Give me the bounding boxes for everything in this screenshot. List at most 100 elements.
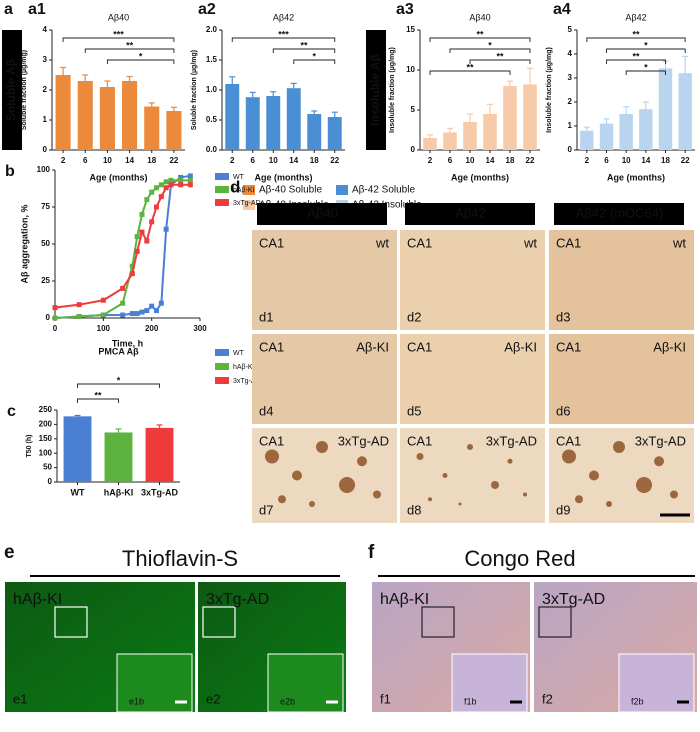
data-point bbox=[139, 309, 145, 315]
data-point bbox=[154, 185, 159, 191]
data-point bbox=[134, 311, 140, 317]
data-point bbox=[158, 194, 164, 200]
significance-bracket bbox=[586, 37, 686, 42]
x-tick-label: 10 bbox=[622, 156, 631, 165]
column-header: Aβ42 bbox=[455, 205, 486, 220]
data-point bbox=[149, 219, 155, 225]
plaque bbox=[613, 441, 625, 453]
x-tick-label: 100 bbox=[97, 324, 111, 333]
x-tick-label: 6 bbox=[83, 156, 88, 165]
y-tick-label: 1.5 bbox=[206, 55, 218, 64]
legend-swatch bbox=[243, 185, 255, 195]
column-header-box bbox=[257, 203, 387, 225]
plaque bbox=[575, 495, 583, 504]
significance-label: *** bbox=[278, 29, 289, 39]
image-id: d6 bbox=[556, 403, 570, 418]
genotype-label: 3xTg-AD bbox=[486, 433, 537, 448]
image-id: d3 bbox=[556, 309, 570, 324]
significance-bracket bbox=[293, 59, 336, 64]
panel-label: a3 bbox=[396, 1, 414, 18]
plaque bbox=[357, 456, 367, 467]
data-point bbox=[134, 248, 140, 254]
significance-bracket bbox=[469, 59, 531, 64]
legend-swatch bbox=[215, 377, 229, 384]
data-point bbox=[139, 211, 145, 217]
inset-id: e1b bbox=[129, 696, 144, 706]
x-tick-label: 14 bbox=[289, 156, 298, 165]
significance-bracket bbox=[606, 59, 666, 64]
significance-label: *** bbox=[113, 29, 124, 39]
data-point bbox=[178, 177, 184, 183]
plaque bbox=[458, 502, 462, 506]
significance-label: ** bbox=[632, 51, 640, 61]
y-tick-label: 5 bbox=[568, 25, 573, 34]
genotype-label: wt bbox=[375, 235, 389, 250]
data-point bbox=[163, 185, 169, 191]
roi-box bbox=[538, 606, 572, 638]
legend-swatch bbox=[336, 185, 348, 195]
legend-label: Aβ-42 Soluble bbox=[352, 185, 415, 196]
legend-swatch bbox=[215, 363, 229, 370]
y-tick-label: 0.5 bbox=[206, 115, 218, 124]
y-tick-label: 0 bbox=[411, 145, 416, 154]
legend-label: 3xTg-AD bbox=[233, 200, 261, 207]
image-id: d9 bbox=[556, 502, 570, 517]
side-label: Insoluble Aβ bbox=[368, 54, 382, 126]
chart-title: PMCA Aβ bbox=[98, 346, 139, 356]
y-tick-label: 100 bbox=[39, 448, 53, 457]
image-id: f2 bbox=[542, 691, 553, 706]
plaque bbox=[373, 490, 381, 499]
significance-bracket bbox=[77, 398, 119, 403]
side-label-box bbox=[2, 30, 22, 150]
genotype-label: 3xTg-AD bbox=[635, 433, 686, 448]
y-tick-label: 0 bbox=[568, 145, 573, 154]
y-axis-label: Insoluble fraction (µg/mg) bbox=[546, 47, 553, 133]
significance-label: * bbox=[644, 40, 648, 50]
bar bbox=[523, 84, 537, 150]
panel-title: Congo Red bbox=[464, 546, 575, 571]
bar bbox=[286, 88, 301, 150]
region-label: CA1 bbox=[556, 339, 581, 354]
inset-id: f1b bbox=[464, 696, 477, 706]
plaque bbox=[523, 492, 527, 497]
plaque bbox=[278, 495, 286, 504]
data-point bbox=[154, 204, 159, 210]
bar bbox=[639, 109, 653, 150]
bar bbox=[658, 68, 673, 150]
column-header-box bbox=[405, 203, 535, 225]
y-axis-label: Soluble fraction (µg/mg) bbox=[191, 50, 198, 130]
bar bbox=[122, 81, 138, 150]
data-point bbox=[178, 174, 184, 180]
series-line bbox=[54, 174, 191, 319]
y-tick-label: 75 bbox=[41, 202, 50, 211]
data-point bbox=[52, 305, 58, 311]
significance-bracket bbox=[84, 48, 175, 53]
micrograph bbox=[400, 334, 545, 424]
significance-bracket bbox=[606, 48, 686, 53]
significance-bracket bbox=[429, 70, 511, 75]
data-point bbox=[158, 182, 164, 188]
genotype-label: 3xTg-AD bbox=[542, 591, 605, 608]
x-tick-label: 2 bbox=[230, 156, 235, 165]
image-id: d1 bbox=[259, 309, 273, 324]
significance-label: ** bbox=[94, 390, 102, 400]
x-tick-label: 18 bbox=[506, 156, 515, 165]
legend-label: 3xTg-AD bbox=[233, 378, 261, 385]
significance-label: ** bbox=[466, 62, 474, 72]
x-tick-label: 2 bbox=[428, 156, 433, 165]
bar bbox=[63, 416, 92, 482]
bar bbox=[55, 75, 71, 150]
x-axis-label: Age (months) bbox=[255, 172, 313, 182]
bar bbox=[327, 117, 342, 150]
data-point bbox=[76, 302, 82, 308]
data-point bbox=[149, 303, 155, 309]
bar bbox=[99, 87, 115, 150]
data-point bbox=[144, 308, 150, 314]
data-point bbox=[154, 308, 159, 314]
region-label: CA1 bbox=[259, 235, 284, 250]
bar bbox=[463, 122, 477, 150]
y-tick-label: 25 bbox=[41, 276, 50, 285]
significance-label: ** bbox=[632, 29, 640, 39]
y-axis-label: Soluble fraction (µg/mg) bbox=[21, 50, 28, 130]
side-label-box bbox=[366, 30, 386, 150]
